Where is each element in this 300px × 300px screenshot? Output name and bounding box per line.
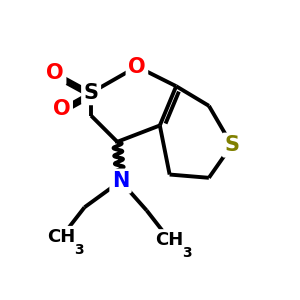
Text: O: O: [53, 99, 70, 119]
Text: O: O: [128, 57, 146, 76]
Text: S: S: [224, 135, 239, 155]
Text: S: S: [84, 83, 99, 103]
Text: N: N: [112, 171, 129, 191]
Text: CH: CH: [155, 231, 184, 249]
Text: O: O: [46, 63, 64, 83]
Text: 3: 3: [74, 243, 84, 256]
Text: 3: 3: [182, 246, 192, 260]
Text: CH: CH: [47, 228, 76, 246]
